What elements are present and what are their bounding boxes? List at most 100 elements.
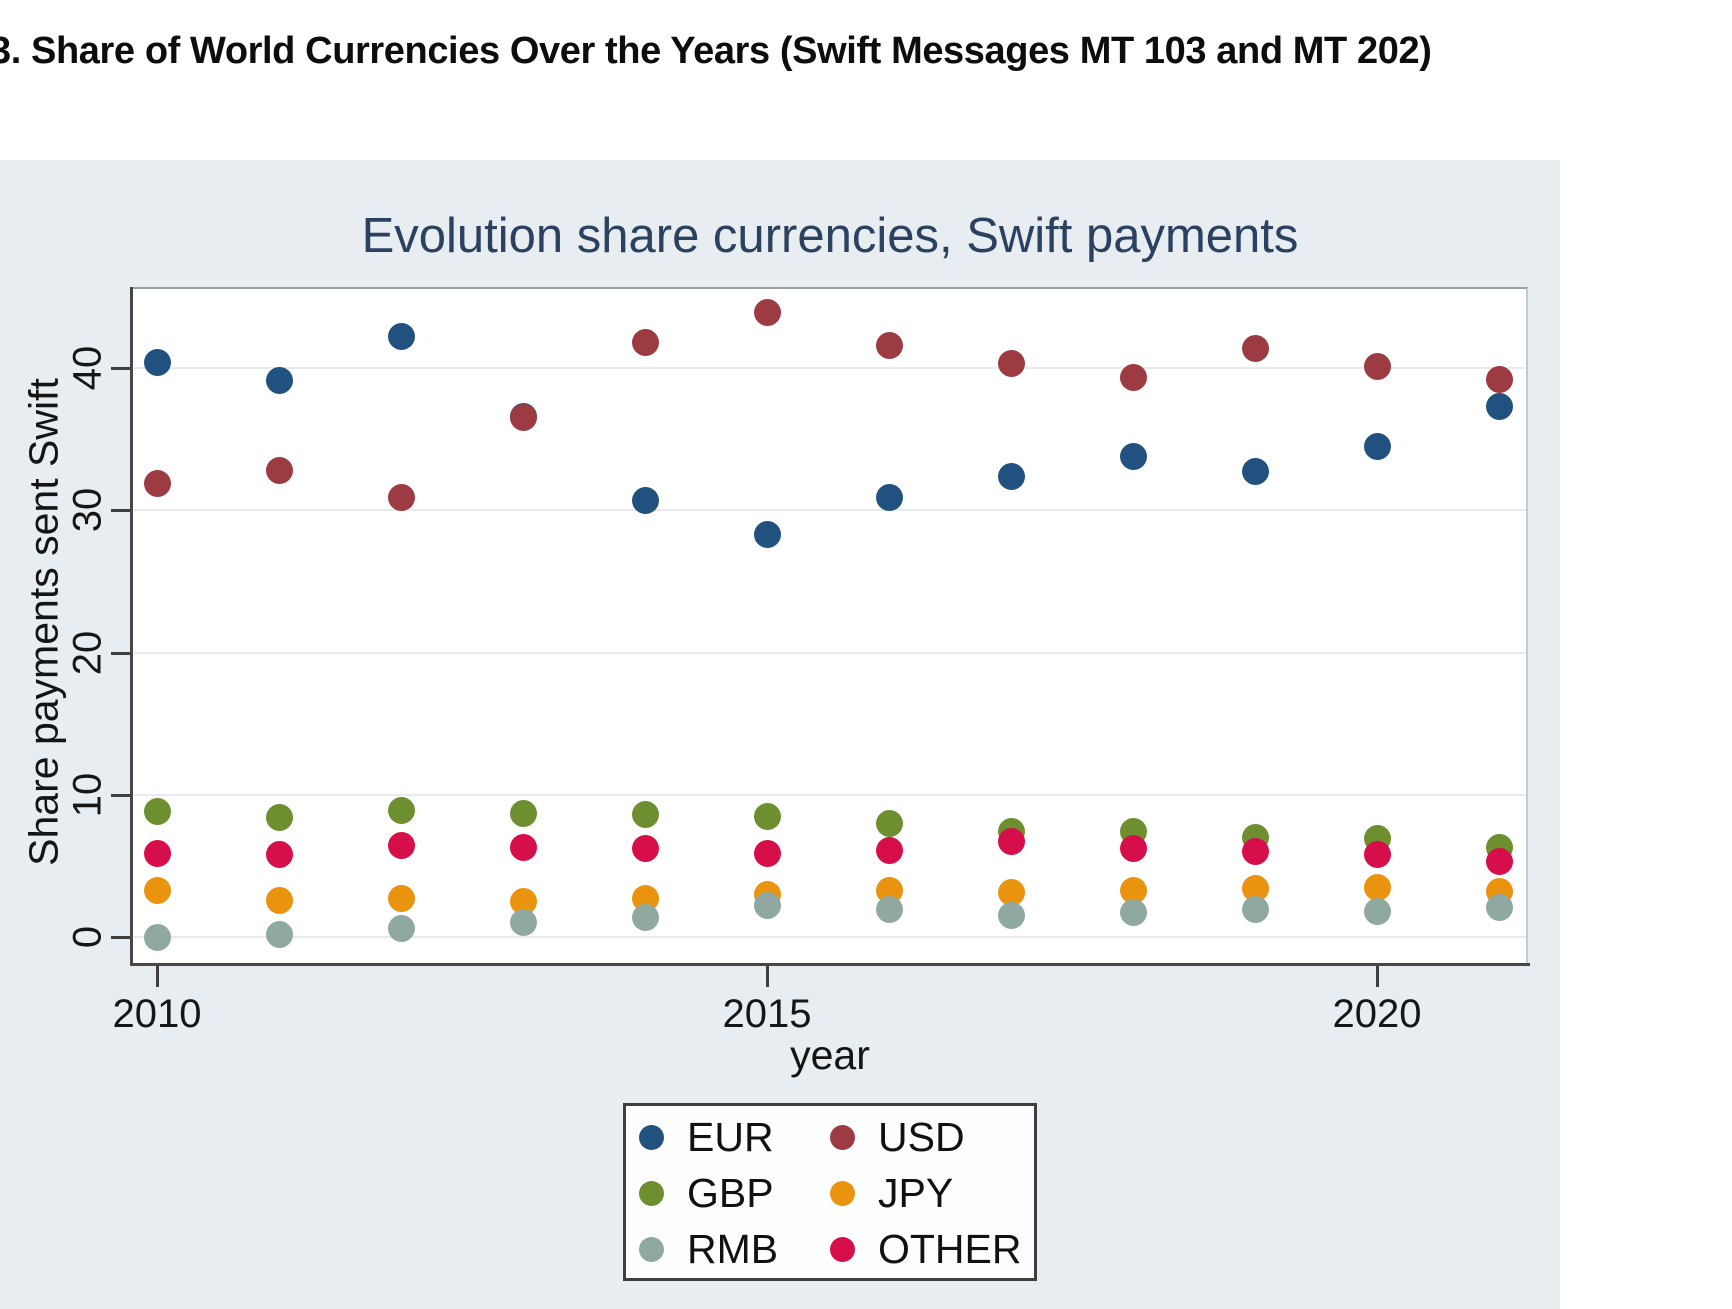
legend-marker-icon [639,1180,664,1206]
legend-item-usd: USD [830,1114,1034,1161]
data-point-eur [387,323,415,351]
data-point-gbp [387,796,415,824]
chart-title: Evolution share currencies, Swift paymen… [361,209,1299,263]
x-tick-mark [155,965,159,987]
data-point-rmb [631,903,659,931]
y-gridline [134,509,1526,512]
legend-label: USD [878,1113,965,1160]
data-point-rmb [753,892,781,920]
y-tick-mark [111,793,131,797]
data-point-rmb [509,909,537,937]
legend-label: GBP [687,1169,774,1216]
legend: EUR USD GBP JPY RMB OTHER [623,1103,1037,1281]
data-point-jpy [1119,876,1147,904]
data-point-usd [997,350,1025,378]
x-tick-label: 2015 [722,992,812,1036]
data-point-other [631,835,659,863]
data-point-other [1119,835,1147,863]
legend-item-other: OTHER [830,1226,1034,1273]
data-point-rmb [1363,897,1391,925]
legend-item-gbp: GBP [639,1170,830,1217]
x-tick-mark [1375,965,1379,987]
legend-marker-icon [639,1236,664,1262]
legend-item-jpy: JPY [830,1170,1034,1217]
data-point-usd [1241,334,1269,362]
y-tick-label: 30 [65,488,110,533]
data-point-gbp [143,798,171,826]
data-point-eur [753,520,781,548]
data-point-other [387,832,415,860]
data-point-rmb [1485,893,1513,921]
legend-label: EUR [687,1113,774,1160]
data-point-rmb [1241,896,1269,924]
data-point-jpy [265,886,293,914]
data-point-eur [1241,458,1269,486]
data-point-jpy [387,885,415,913]
x-tick-label: 2010 [112,992,202,1036]
data-point-usd [265,456,293,484]
y-tick-mark [111,367,131,370]
data-point-usd [875,331,903,359]
y-tick-label: 20 [65,630,110,675]
data-point-eur [631,486,659,514]
x-axis-title: year [790,1032,870,1078]
y-axis-line [130,287,133,966]
data-point-usd [143,469,171,497]
plot-area [132,287,1528,963]
data-point-other [1241,838,1269,866]
data-point-other [1485,848,1513,876]
data-point-eur [143,348,171,376]
data-point-usd [753,299,781,327]
y-axis-title: Share payments sent Swift [20,378,67,866]
legend-marker-icon [830,1180,855,1206]
y-tick-label: 10 [65,772,110,818]
y-tick-label: 0 [65,925,110,949]
y-tick-mark [111,509,131,513]
data-point-jpy [143,876,171,904]
data-point-rmb [143,923,171,951]
data-point-gbp [509,799,537,827]
x-axis-line [130,963,1530,966]
data-point-jpy [1363,873,1391,901]
data-point-other [997,828,1025,856]
x-tick-mark [765,965,769,987]
data-point-usd [387,483,415,511]
data-point-other [265,840,293,868]
y-gridline [134,651,1526,654]
x-tick-label: 2020 [1332,992,1422,1036]
data-point-other [1363,840,1391,868]
legend-label: JPY [878,1169,954,1216]
data-point-rmb [387,914,415,942]
data-point-usd [509,404,537,432]
legend-marker-icon [830,1236,855,1262]
figure-caption: 3. Share of World Currencies Over the Ye… [0,30,1432,73]
y-tick-mark [111,651,131,655]
data-point-jpy [997,879,1025,907]
y-gridline [134,367,1526,369]
data-point-eur [875,483,903,511]
data-point-rmb [875,896,903,924]
y-gridline [134,793,1526,796]
data-point-gbp [631,801,659,829]
data-point-rmb [265,920,293,948]
data-point-other [875,836,903,864]
data-point-eur [265,367,293,395]
data-point-gbp [753,802,781,830]
legend-label: OTHER [878,1225,1022,1272]
data-point-rmb [1119,899,1147,927]
data-point-gbp [875,809,903,837]
data-point-usd [1119,364,1147,392]
figure-caption-text: . Share of World Currencies Over the Yea… [10,30,1432,72]
data-point-eur [1363,432,1391,460]
y-tick-label: 40 [65,345,110,391]
data-point-eur [1119,442,1147,470]
data-point-eur [997,462,1025,490]
data-point-eur [1485,392,1513,420]
legend-marker-icon [639,1124,664,1150]
data-point-gbp [265,804,293,831]
y-gridline [134,936,1526,938]
legend-label: RMB [687,1225,779,1272]
y-tick-mark [111,936,131,939]
data-point-usd [1363,353,1391,381]
